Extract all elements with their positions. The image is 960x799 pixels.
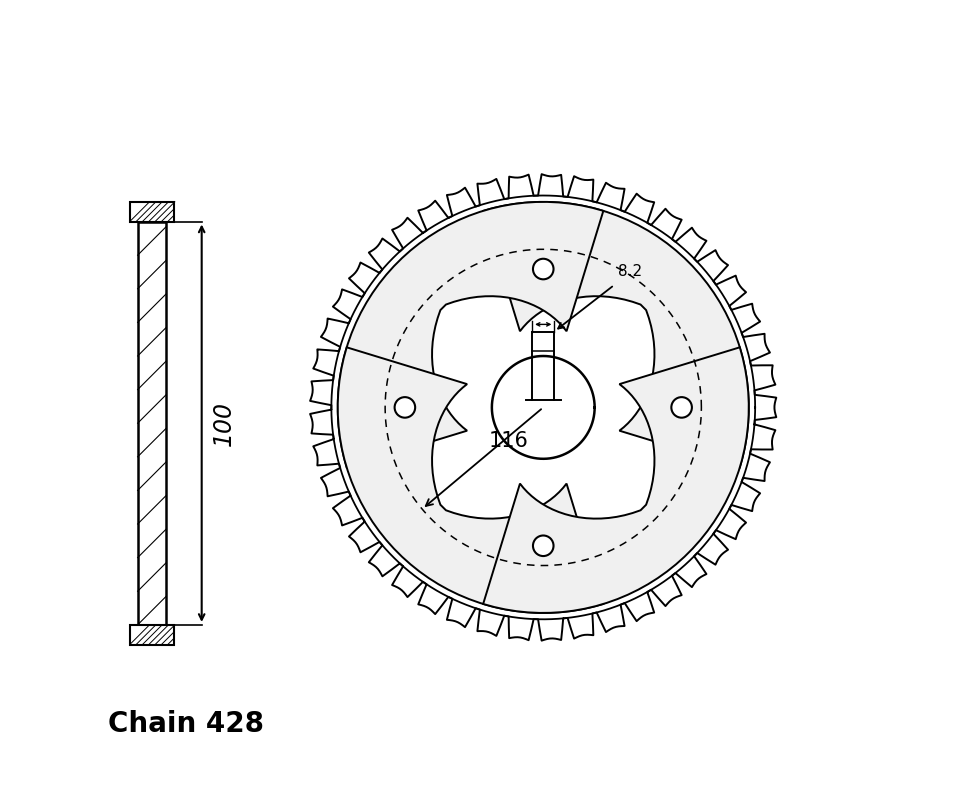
Bar [130, 625, 174, 645]
Polygon shape [483, 202, 749, 467]
Circle shape [671, 397, 692, 418]
Bar [130, 202, 174, 221]
Bar [137, 221, 166, 625]
Polygon shape [338, 348, 603, 613]
Text: 116: 116 [489, 431, 528, 451]
Polygon shape [483, 348, 749, 613]
Text: 8.2: 8.2 [618, 264, 642, 280]
Circle shape [395, 397, 415, 418]
Polygon shape [338, 202, 603, 467]
Text: Chain 428: Chain 428 [108, 710, 264, 737]
Circle shape [533, 259, 554, 280]
Text: 100: 100 [212, 401, 236, 446]
Bar [137, 221, 166, 625]
Bar [130, 625, 174, 645]
Bar [130, 202, 174, 221]
Circle shape [533, 535, 554, 556]
